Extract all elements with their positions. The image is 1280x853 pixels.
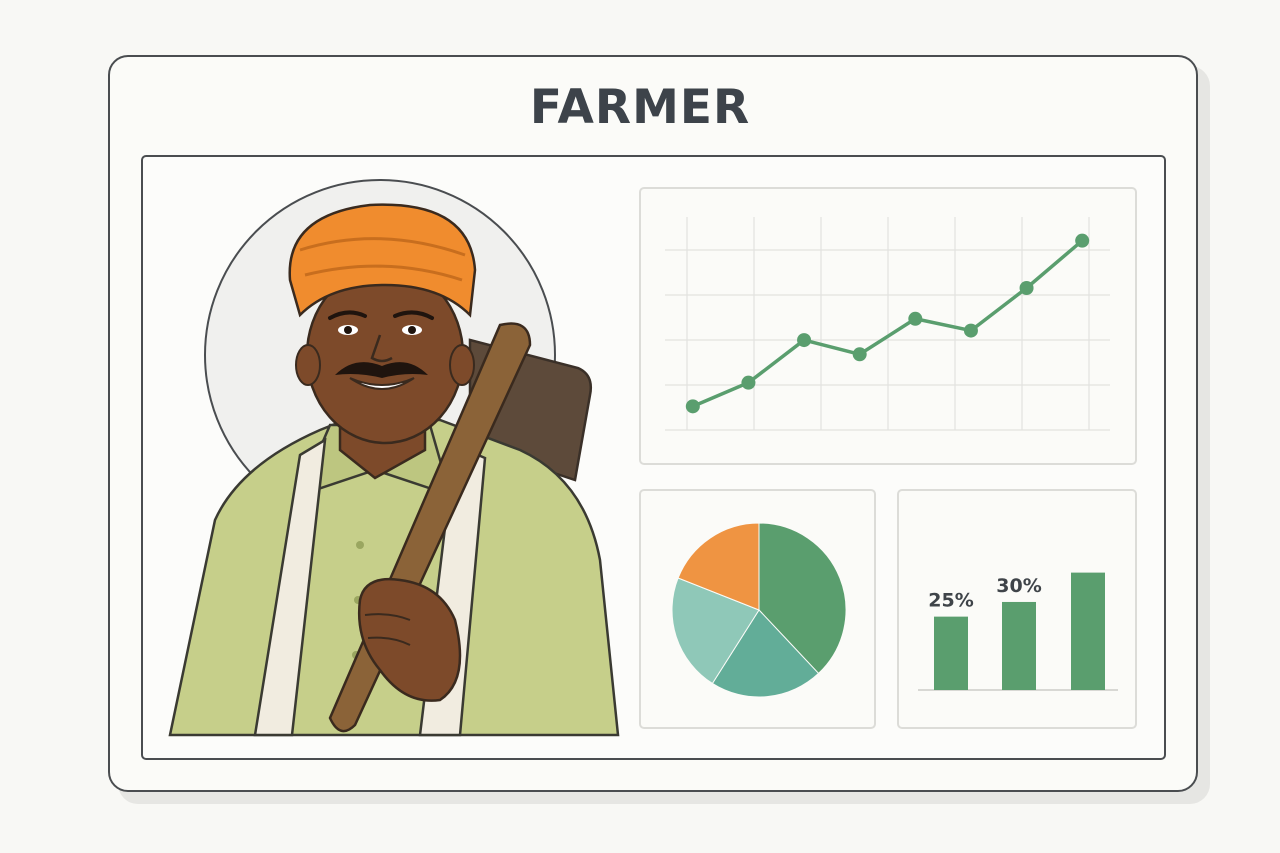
data-point: [852, 347, 867, 362]
pupil: [408, 326, 416, 334]
data-point: [1019, 281, 1034, 295]
turban-fold: [304, 264, 463, 282]
ear-left: [295, 344, 321, 386]
data-point: [963, 323, 978, 338]
shirt-button: [356, 541, 364, 549]
pie-slice: [758, 522, 847, 675]
mustache: [335, 362, 428, 378]
bar-value-label: 30%: [996, 575, 1041, 597]
smile: [349, 377, 415, 390]
bar: [1071, 572, 1105, 690]
pie-slice: [677, 522, 760, 611]
finger-line: [367, 636, 411, 646]
eyebrow: [328, 310, 367, 320]
nose: [370, 334, 393, 363]
hand: [358, 577, 462, 702]
pupil: [344, 326, 352, 334]
series-line: [691, 238, 1084, 409]
bar: [1002, 601, 1036, 690]
bar-value-label: 25%: [928, 590, 973, 612]
pie-slice: [711, 609, 820, 698]
data-point: [908, 311, 923, 326]
data-point: [1075, 233, 1090, 248]
bar: [934, 616, 968, 690]
eyebrow: [393, 310, 434, 320]
data-point: [685, 399, 700, 414]
towel-icon: [253, 437, 327, 737]
ear-right: [449, 344, 475, 386]
turban-icon: [288, 203, 477, 318]
page-title: FARMER: [529, 80, 751, 135]
data-point: [741, 375, 756, 390]
turban-fold: [299, 237, 466, 257]
data-point: [797, 333, 812, 348]
finger-line: [364, 613, 411, 621]
pie-slice: [671, 577, 760, 685]
